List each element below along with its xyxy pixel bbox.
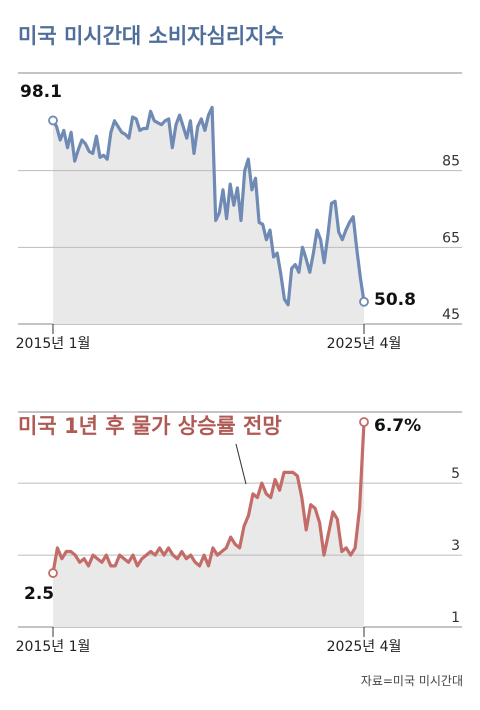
- chart2-start-label: 2.5: [24, 584, 54, 604]
- chart1-x-tick-label: 2025년 4월: [327, 336, 402, 352]
- chart1-end-point: [359, 296, 369, 307]
- chart2-x-tick-label: 2015년 1월: [16, 639, 91, 655]
- chart1-area-fill: [53, 107, 364, 325]
- source-note: 자료=미국 미시간대: [361, 674, 463, 688]
- chart2-title-leader-line: [235, 443, 247, 485]
- chart2-y-tick-label: 5: [451, 466, 460, 482]
- chart1-end-label: 50.8: [374, 290, 416, 310]
- chart2-y-tick-label: 3: [451, 538, 460, 554]
- chart1-start-label: 98.1: [20, 82, 62, 102]
- chart1-start-point: [48, 115, 58, 126]
- chart2-end-point: [359, 417, 369, 427]
- chart2-end-label: 6.7%: [374, 416, 421, 436]
- source-area: 자료=미국 미시간대: [361, 674, 463, 688]
- chart2-title: 미국 1년 후 물가 상승률 전망: [18, 414, 282, 438]
- chart1-series-line: [51, 105, 366, 307]
- chart2-series-line: [51, 420, 366, 575]
- chart2-x-tick-label: 2025년 4월: [327, 639, 402, 655]
- chart1-y-tick-label: 85: [442, 154, 460, 170]
- chart1-title: 미국 미시간대 소비자심리지수: [18, 24, 284, 48]
- chart1-x-tick-label: 2015년 1월: [16, 336, 91, 352]
- chart1-y-tick-label: 45: [442, 307, 460, 323]
- inflation-expectation-chart: 미국 1년 후 물가 상승률 전망 1 3 5 2015년 1월 2025년 4월 2.5…: [16, 411, 462, 655]
- chart2-area-fill: [53, 422, 364, 627]
- consumer-sentiment-chart: 미국 미시간대 소비자심리지수 45 65 85 2015년 1월 2025년 4월 98…: [16, 24, 462, 352]
- chart2-start-point: [48, 568, 58, 578]
- chart1-y-tick-label: 65: [442, 230, 460, 246]
- chart2-y-tick-label: 1: [451, 610, 460, 626]
